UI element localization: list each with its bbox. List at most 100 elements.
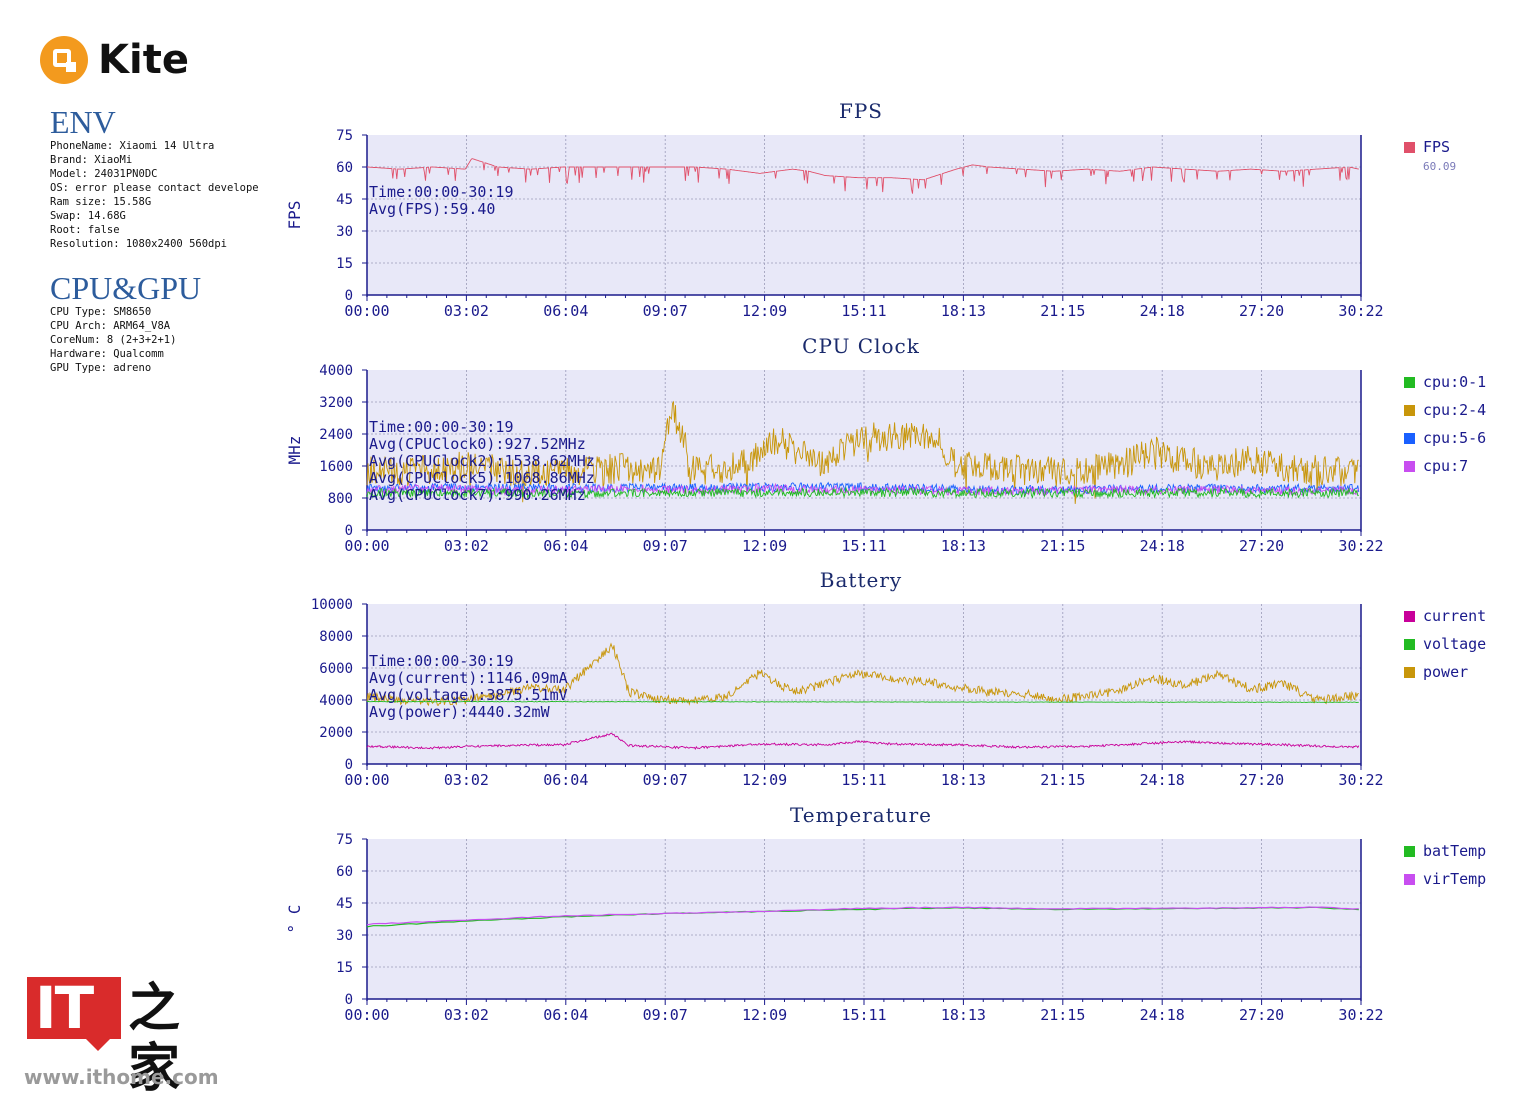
chart-temperature: Temperature 75 60 45 30 15 000:00 03:02 06:04 09:…: [285, 803, 1486, 1024]
x-tick-label: 30:22: [1338, 771, 1383, 789]
chart-annotation: Avg(power):4440.32mW: [369, 703, 551, 721]
x-tick-label: 12:09: [742, 771, 787, 789]
x-tick-label: 24:18: [1140, 771, 1185, 789]
chart-fps: FPS 75 60 45 30 15 000:00 03:02 06:04 09:07 12:09 1…: [285, 99, 1456, 320]
kite-logo-icon: [40, 36, 88, 84]
x-tick-label: 18:13: [941, 302, 986, 320]
x-tick-label: 30:22: [1338, 537, 1383, 555]
y-tick-label: 15: [336, 256, 353, 272]
x-tick-label: 12:09: [742, 537, 787, 555]
y-tick-label: 800: [328, 491, 353, 507]
legend-swatch: [1404, 377, 1415, 388]
y-axis-label: FPS: [285, 201, 304, 230]
x-tick-label: 09:07: [643, 302, 688, 320]
chart-title: CPU Clock: [802, 334, 920, 358]
chart-annotation: Avg(CPUClock0):927.52MHz: [369, 435, 586, 453]
env-info-line: Ram size: 15.58G: [50, 196, 152, 208]
y-tick-label: 4000: [319, 363, 353, 379]
legend-swatch: [1404, 461, 1415, 472]
legend-label: cpu:7: [1423, 457, 1468, 475]
y-tick-label: 2000: [319, 725, 353, 741]
x-tick-label: 15:11: [841, 771, 886, 789]
series-cpu-2-4-line: [366, 400, 1359, 504]
ithome-url: www.ithome.com: [24, 1065, 219, 1089]
x-tick-label: 15:11: [841, 1006, 886, 1024]
x-tick-label: 09:07: [643, 771, 688, 789]
ithome-logo-tail: [86, 1039, 110, 1051]
y-tick-label: 10000: [311, 597, 353, 613]
y-tick-label: 30: [336, 224, 353, 240]
chart-title: Battery: [820, 568, 902, 592]
x-tick-label: 24:18: [1140, 1006, 1185, 1024]
chart-annotation: Avg(CPUClock2):1538.62MHz: [369, 452, 595, 470]
legend-swatch: [1404, 433, 1415, 444]
series-current-line: [366, 732, 1360, 750]
ithome-logo: IT: [27, 977, 121, 1039]
x-tick-label: 06:04: [543, 771, 588, 789]
legend-swatch: [1404, 142, 1415, 153]
x-tick-label: 09:07: [643, 537, 688, 555]
series-voltage-line: [366, 700, 1359, 703]
y-tick-label: 60: [336, 160, 353, 176]
y-tick-label: 75: [336, 832, 353, 848]
x-tick-label: 27:20: [1239, 1006, 1284, 1024]
x-tick-label: 30:22: [1338, 1006, 1383, 1024]
y-tick-label: 60: [336, 864, 353, 880]
x-tick-label: 18:13: [941, 1006, 986, 1024]
legend-swatch: [1404, 874, 1415, 885]
legend-label: current: [1423, 607, 1486, 625]
legend-sub: 60.09: [1423, 160, 1456, 173]
legend-label: virTemp: [1423, 870, 1486, 888]
x-tick-label: 21:15: [1040, 302, 1085, 320]
x-tick-label: 03:02: [444, 537, 489, 555]
chart-title: Temperature: [790, 803, 932, 827]
y-tick-label: 0: [345, 757, 353, 773]
y-tick-label: 8000: [319, 629, 353, 645]
series-FPS-line: [366, 158, 1359, 194]
series-cpu-0-1-line: [366, 486, 1359, 500]
legend-label: cpu:2-4: [1423, 401, 1486, 419]
x-tick-label: 27:20: [1239, 771, 1284, 789]
legend-swatch: [1404, 667, 1415, 678]
legend-swatch: [1404, 846, 1415, 857]
chart-annotation: Time:00:00-30:19: [369, 652, 514, 670]
env-info: PhoneName: Xiaomi 14 Ultra Brand: XiaoMi M…: [50, 139, 259, 251]
y-tick-label: 4000: [319, 693, 353, 709]
legend-swatch: [1404, 639, 1415, 650]
cpu-gpu-info: CPU Type: SM8650 CPU Arch: ARM64_V8A CoreN…: [50, 305, 176, 375]
x-tick-label: 06:04: [543, 302, 588, 320]
x-tick-label: 18:13: [941, 771, 986, 789]
chart-annotation: Avg(voltage):3875.51mV: [369, 686, 568, 704]
chart-annotation: Avg(CPUClock5):1068.86MHz: [369, 469, 595, 487]
y-tick-label: 45: [336, 192, 353, 208]
x-tick-label: 06:04: [543, 1006, 588, 1024]
env-info-line: Resolution: 1080x2400 560dpi: [50, 238, 228, 250]
x-tick-label: 00:00: [344, 537, 389, 555]
env-info-line: Swap: 14.68G: [50, 210, 126, 222]
x-tick-label: 00:00: [344, 302, 389, 320]
y-tick-label: 3200: [319, 395, 353, 411]
x-tick-label: 21:15: [1040, 771, 1085, 789]
legend-swatch: [1404, 611, 1415, 622]
ithome-name: 之家: [128, 979, 181, 1099]
chart-annotation: Avg(current):1146.09mA: [369, 669, 568, 687]
y-tick-label: 15: [336, 960, 353, 976]
chart-annotation: Time:00:00-30:19: [369, 183, 514, 201]
ithome-watermark: IT 之家 www.ithome.com: [24, 975, 224, 1099]
env-info-line: Root: false: [50, 224, 120, 236]
y-tick-label: 45: [336, 896, 353, 912]
chart-annotation: Avg(FPS):59.40: [369, 200, 495, 218]
x-tick-label: 03:02: [444, 1006, 489, 1024]
env-info-line: OS: error please contact develope: [50, 182, 259, 194]
x-tick-label: 21:15: [1040, 537, 1085, 555]
series-virTemp-line: [366, 906, 1359, 926]
chart-title: FPS: [839, 99, 883, 123]
x-tick-label: 24:18: [1140, 537, 1185, 555]
chart-annotation: Time:00:00-30:19: [369, 418, 514, 436]
x-tick-label: 12:09: [742, 302, 787, 320]
x-tick-label: 00:00: [344, 1006, 389, 1024]
y-tick-label: 0: [345, 288, 353, 304]
cpu-gpu-info-line: Hardware: Qualcomm: [50, 348, 164, 360]
x-tick-label: 15:11: [841, 302, 886, 320]
cpu-gpu-info-line: CoreNum: 8 (2+3+2+1): [50, 334, 177, 346]
